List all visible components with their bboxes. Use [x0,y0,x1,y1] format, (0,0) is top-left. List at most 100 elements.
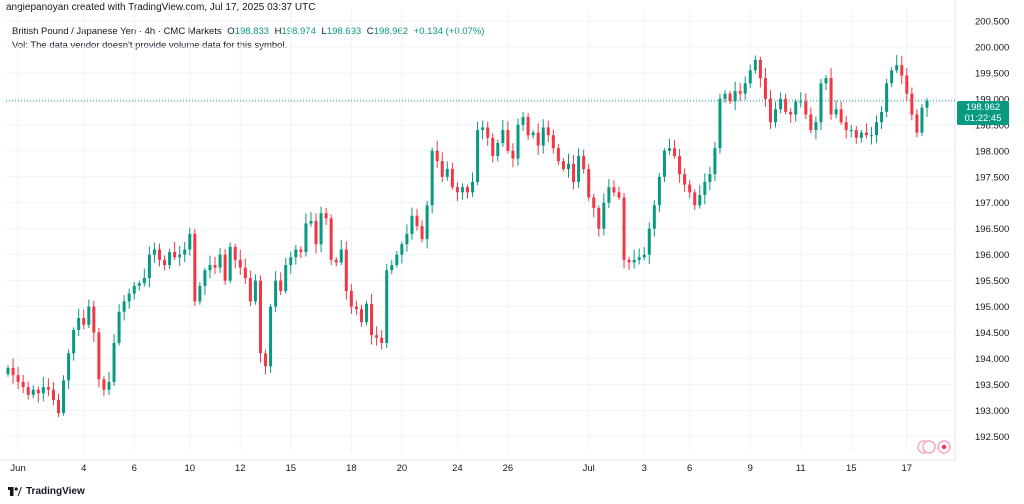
candle[interactable] [157,243,161,267]
candle[interactable] [657,172,661,212]
candle[interactable] [526,113,530,140]
candle[interactable] [178,245,182,266]
candle[interactable] [168,248,172,269]
candle[interactable] [673,140,677,159]
candle[interactable] [915,109,919,138]
candle[interactable] [440,152,444,183]
candle[interactable] [466,184,469,199]
candle[interactable] [365,300,369,326]
candle[interactable] [97,328,101,388]
candle[interactable] [198,281,202,305]
candle[interactable] [238,249,242,275]
candle[interactable] [632,249,636,269]
candle[interactable] [334,257,338,267]
candle[interactable] [203,267,207,296]
candle[interactable] [708,166,712,190]
candle[interactable] [21,374,25,394]
candle[interactable] [885,78,889,118]
candle[interactable] [703,173,707,205]
candle[interactable] [62,375,66,416]
candle[interactable] [733,81,737,111]
candle[interactable] [77,308,81,336]
candle[interactable] [299,246,303,259]
candle[interactable] [587,163,591,201]
candle[interactable] [799,92,803,108]
candle[interactable] [794,98,798,122]
candle[interactable] [753,55,757,74]
candle[interactable] [582,149,586,174]
candle[interactable] [294,245,298,265]
candle[interactable] [354,300,358,316]
candle[interactable] [723,89,727,103]
candle[interactable] [541,119,545,154]
candle[interactable] [72,327,76,361]
candle[interactable] [763,68,767,107]
candle[interactable] [304,213,308,257]
candle[interactable] [56,393,60,417]
candle[interactable] [41,377,45,402]
candle[interactable] [112,334,116,386]
candle[interactable] [905,67,909,102]
candle[interactable] [667,138,671,155]
candle[interactable] [501,119,505,147]
candle[interactable] [46,378,50,397]
candle[interactable] [375,326,379,346]
candle[interactable] [147,246,151,288]
candle[interactable] [213,256,217,275]
candle[interactable] [370,293,374,345]
candle[interactable] [380,330,384,350]
candle[interactable] [455,182,459,202]
candle[interactable] [82,309,86,330]
candle[interactable] [26,381,30,400]
candle[interactable] [789,108,793,124]
candle[interactable] [597,205,601,237]
candle[interactable] [678,149,682,183]
candle[interactable] [193,228,197,307]
candle[interactable] [592,193,596,218]
candle[interactable] [11,358,15,384]
candle[interactable] [420,220,424,243]
candle[interactable] [536,123,540,155]
candle[interactable] [264,349,268,375]
candle[interactable] [561,157,565,172]
candle[interactable] [349,284,353,314]
candle[interactable] [566,153,570,178]
candle[interactable] [728,91,732,105]
candle[interactable] [67,349,71,390]
candle[interactable] [253,274,257,305]
candle[interactable] [738,82,742,102]
candle[interactable] [445,161,449,181]
candle[interactable] [602,193,606,236]
event-marker-icon[interactable] [922,440,936,454]
candle[interactable] [516,118,520,166]
candle[interactable] [107,371,111,395]
candle[interactable] [486,121,490,146]
candle[interactable] [132,281,136,300]
candle[interactable] [359,304,363,327]
candle[interactable] [784,93,788,115]
candle[interactable] [890,67,894,88]
candle[interactable] [496,139,500,162]
candle[interactable] [309,212,313,227]
candle[interactable] [506,121,510,154]
candle[interactable] [551,129,555,154]
candle[interactable] [31,385,35,399]
candle[interactable] [814,116,818,140]
candle[interactable] [319,206,323,253]
candle[interactable] [693,189,697,210]
candle[interactable] [258,275,262,363]
candle[interactable] [864,123,868,139]
candle[interactable] [243,258,247,285]
candle[interactable] [900,56,904,85]
candle[interactable] [137,280,141,291]
candle[interactable] [637,248,641,265]
candle[interactable] [314,213,318,254]
candle[interactable] [410,207,414,240]
candle[interactable] [274,271,278,312]
candle[interactable] [460,183,464,200]
candle[interactable] [405,224,409,252]
candle[interactable] [925,98,929,118]
candle[interactable] [849,124,853,138]
candle[interactable] [556,143,560,166]
